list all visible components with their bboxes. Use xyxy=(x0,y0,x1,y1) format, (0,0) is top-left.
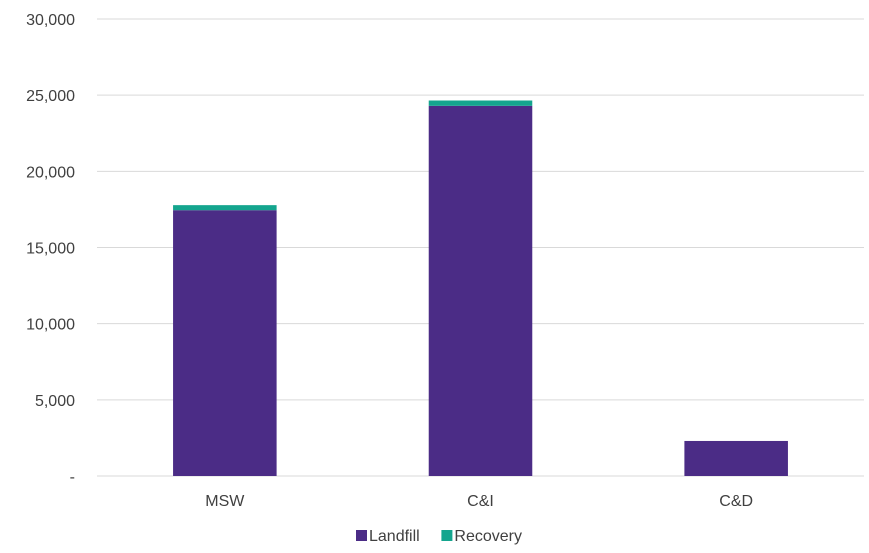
y-tick-label: 25,000 xyxy=(26,88,75,105)
bar-landfill-1 xyxy=(428,105,533,476)
legend-label-recovery: Recovery xyxy=(454,528,522,545)
x-axis-tick-labels: MSW C&I C&D xyxy=(205,493,753,510)
y-tick-label: 5,000 xyxy=(35,393,75,410)
y-tick-label: - xyxy=(70,469,75,486)
y-tick-label: 30,000 xyxy=(26,12,75,29)
y-tick-label: 15,000 xyxy=(26,241,75,258)
y-axis-tick-labels: - 5,000 10,000 15,000 20,000 25,000 30,000 xyxy=(26,12,75,486)
legend-swatch-recovery xyxy=(441,530,453,541)
y-tick-label: 20,000 xyxy=(26,164,75,181)
legend-swatch-landfill xyxy=(356,530,367,541)
legend-label-landfill: Landfill xyxy=(369,528,420,545)
bar-landfill-0 xyxy=(173,210,277,476)
x-tick-label: C&I xyxy=(467,493,494,510)
bar-landfill-2 xyxy=(684,440,788,476)
legend: Landfill Recovery xyxy=(356,528,522,545)
x-tick-label: C&D xyxy=(719,493,753,510)
bars xyxy=(173,100,788,476)
bar-recovery-0 xyxy=(173,205,277,211)
y-tick-label: 10,000 xyxy=(26,317,75,334)
bar-recovery-1 xyxy=(428,100,533,106)
x-tick-label: MSW xyxy=(205,493,245,510)
